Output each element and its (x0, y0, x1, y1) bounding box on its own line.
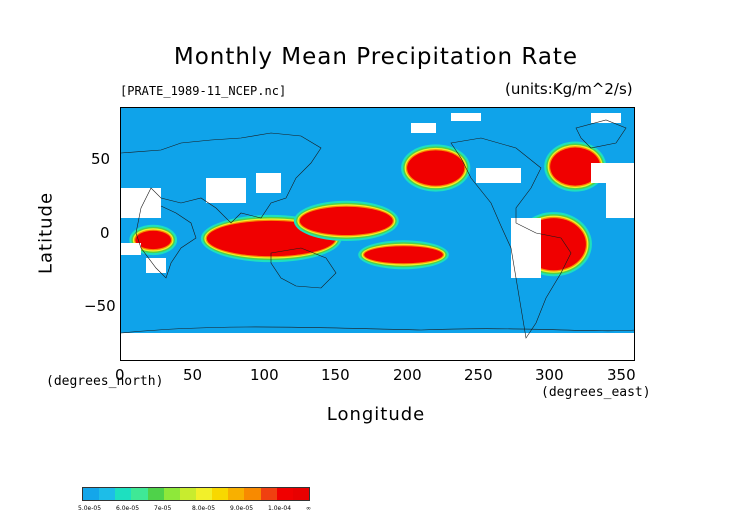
precip-region (550, 147, 601, 186)
colorbar-swatch (276, 488, 293, 500)
colorbar-label: 6.0e-05 (116, 505, 140, 512)
x-tick-300: 300 (535, 366, 564, 384)
colorbar (82, 487, 310, 501)
y-tick-50: 50 (91, 150, 111, 168)
colorbar-swatch (212, 488, 229, 500)
y-axis-unit: (degrees_north) (46, 374, 164, 389)
map-title: Monthly Mean Precipitation Rate (173, 44, 579, 70)
x-tick-100: 100 (250, 366, 279, 384)
colorbar-swatch (228, 488, 245, 500)
missing-data-mask (121, 113, 634, 360)
x-tick-150: 150 (321, 366, 350, 384)
x-axis-label: Longitude (326, 404, 426, 425)
units-label: (units:Kg/m^2/s) (505, 80, 633, 98)
x-tick-50: 50 (183, 366, 203, 384)
colorbar-swatch (292, 488, 309, 500)
precip-region (364, 246, 443, 264)
x-axis-unit: (degrees_east) (541, 385, 651, 400)
precip-region (135, 230, 172, 250)
colorbar-label: 1.0e-04 (268, 505, 292, 512)
colorbar-label: 7e-05 (154, 505, 172, 512)
colorbar-swatch (179, 488, 196, 500)
file-label: [PRATE_1989-11_NCEP.nc] (120, 84, 287, 98)
colorbar-swatch (163, 488, 180, 500)
colorbar-label: 9.0e-05 (230, 505, 254, 512)
colorbar-swatch (244, 488, 261, 500)
x-tick-200: 200 (393, 366, 422, 384)
colorbar-label: 8.0e-05 (192, 505, 216, 512)
colorbar-swatch (83, 488, 100, 500)
precipitation-map (120, 107, 635, 361)
x-tick-0: 0 (115, 366, 125, 384)
precip-region (407, 150, 465, 186)
colorbar-label: 5.0e-05 (78, 505, 102, 512)
colorbar-swatch (115, 488, 132, 500)
x-tick-250: 250 (464, 366, 493, 384)
colorbar-label: ∞ (306, 505, 311, 512)
map-canvas (121, 108, 634, 360)
colorbar-swatch (147, 488, 164, 500)
colorbar-swatch (260, 488, 277, 500)
colorbar-swatch (99, 488, 116, 500)
y-tick-minus-50: −50 (84, 297, 116, 315)
y-tick-0: 0 (100, 224, 110, 242)
coastlines (121, 119, 634, 339)
y-axis-label: Latitude (35, 191, 57, 275)
colorbar-swatch (131, 488, 148, 500)
colorbar-swatch (195, 488, 213, 500)
precipitation-field (129, 141, 607, 277)
x-tick-350: 350 (607, 366, 636, 384)
precip-region (299, 206, 393, 235)
